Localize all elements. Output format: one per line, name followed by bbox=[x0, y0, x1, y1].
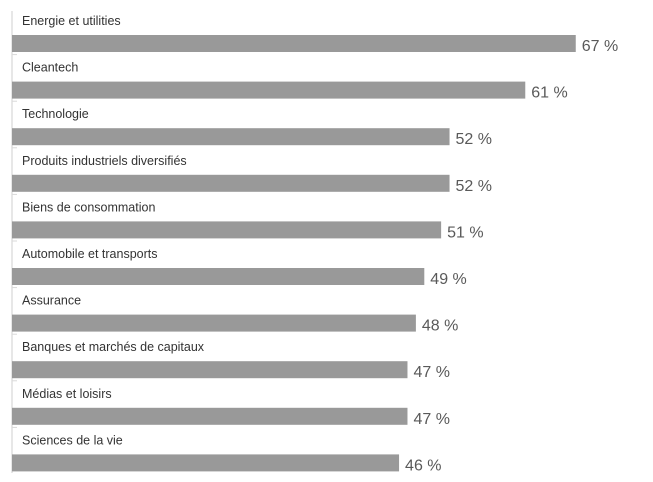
category-label: Banques et marchés de capitaux bbox=[22, 340, 205, 354]
value-label: 47 % bbox=[413, 411, 449, 428]
value-label: 47 % bbox=[413, 364, 449, 381]
bar bbox=[12, 81, 526, 99]
category-label: Assurance bbox=[22, 294, 81, 308]
value-label: 46 % bbox=[405, 457, 441, 474]
bar bbox=[12, 361, 408, 379]
value-label: 52 % bbox=[456, 131, 492, 148]
category-label: Technologie bbox=[22, 107, 89, 121]
value-label: 49 % bbox=[430, 271, 466, 288]
value-label: 51 % bbox=[447, 224, 483, 241]
value-label: 61 % bbox=[531, 85, 567, 102]
value-label: 48 % bbox=[422, 318, 458, 335]
category-label: Sciences de la vie bbox=[22, 433, 123, 447]
bar bbox=[12, 174, 450, 192]
bar bbox=[12, 221, 442, 239]
bar bbox=[12, 407, 408, 425]
bar bbox=[12, 314, 416, 332]
bar bbox=[12, 454, 400, 472]
bar bbox=[12, 128, 450, 146]
value-label: 52 % bbox=[456, 178, 492, 195]
category-label: Cleantech bbox=[22, 61, 78, 75]
category-label: Biens de consommation bbox=[22, 200, 155, 214]
category-label: Automobile et transports bbox=[22, 247, 158, 261]
category-label: Energie et utilities bbox=[22, 14, 121, 28]
category-label: Médias et loisirs bbox=[22, 387, 112, 401]
bar bbox=[12, 35, 576, 52]
value-label: 67 % bbox=[582, 38, 618, 55]
bar bbox=[12, 268, 425, 285]
category-label: Produits industriels diversifiés bbox=[22, 154, 187, 168]
